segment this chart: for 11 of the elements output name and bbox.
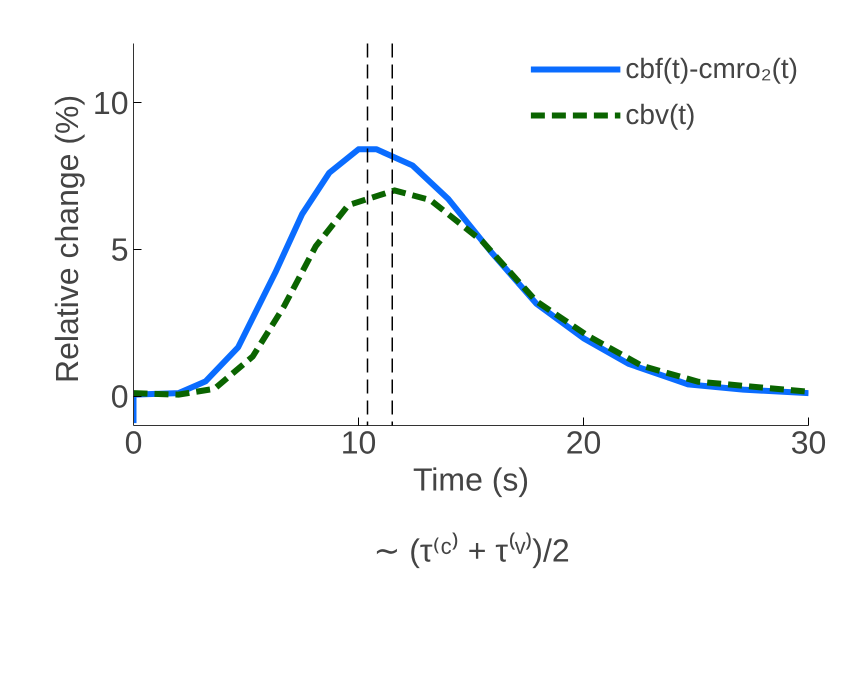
text: ∼ (τ⁽ᶜ⁾ + τ⁽ᵛ⁾)/2 xyxy=(373,532,570,568)
y-tick-label: 0 xyxy=(110,378,128,415)
legend-label: cbf(t)-cmro₂(t) xyxy=(625,53,798,85)
y-axis-title: Relative change (%) xyxy=(48,94,85,384)
y-tick-label: 10 xyxy=(92,84,128,121)
y-tick-label: 5 xyxy=(110,232,128,268)
x-axis-title: Time (s) xyxy=(412,462,530,498)
legend-label: cbv(t) xyxy=(625,99,696,131)
x-tick-label: 10 xyxy=(340,424,376,460)
x-tick-label: 20 xyxy=(566,424,602,460)
x-tick-label: 30 xyxy=(790,424,826,460)
